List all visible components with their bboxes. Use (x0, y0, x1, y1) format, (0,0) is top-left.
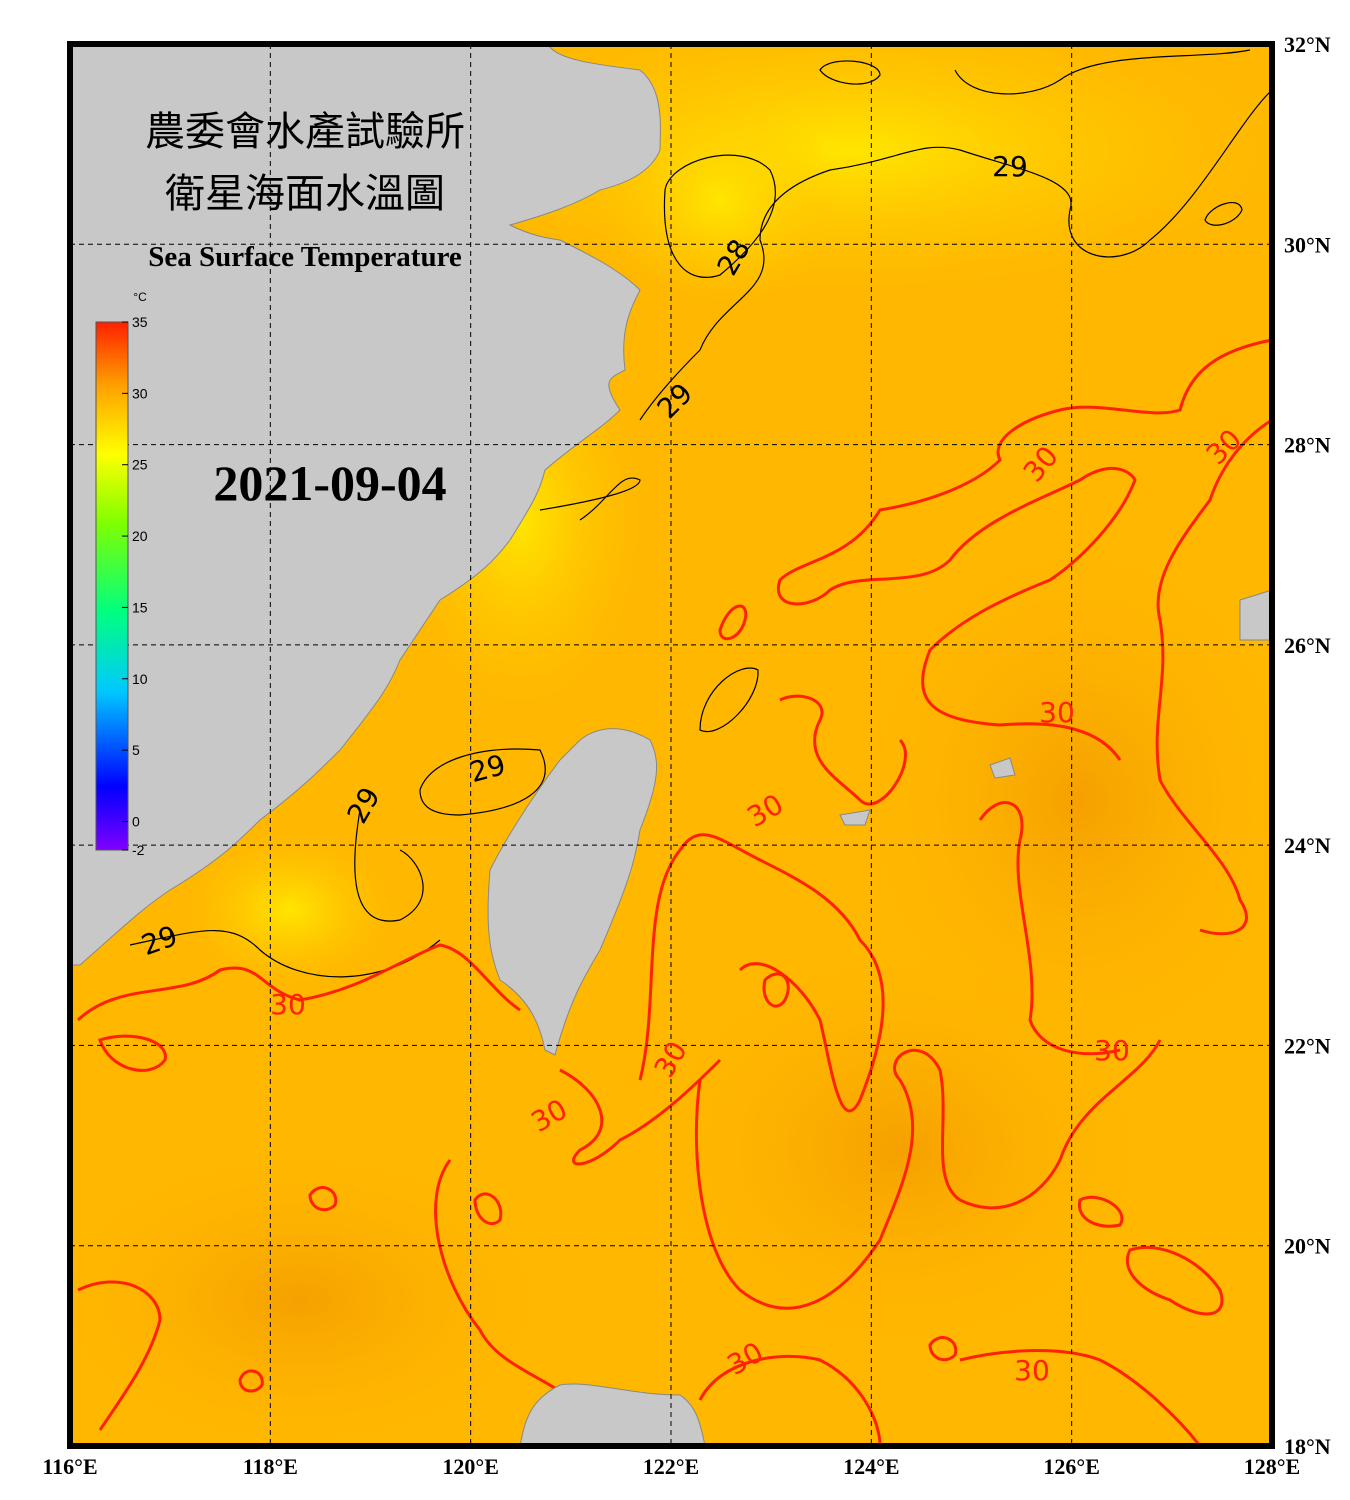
contour-label: 30 (1014, 1354, 1050, 1387)
contour-28 (663, 154, 776, 278)
colorbar-tick-label: 5 (132, 742, 140, 758)
colorbar-tick-label: -2 (132, 842, 145, 858)
contours-30 (76, 338, 1272, 1446)
lat-label: 22°N (1284, 1033, 1331, 1058)
colorbar-tick-label: 20 (132, 528, 148, 544)
contour-label: 29 (992, 150, 1028, 183)
contour-label: 30 (1039, 696, 1075, 729)
warm-patch (180, 830, 400, 990)
axis-labels: 116°E 118°E 120°E 122°E 124°E 126°E 128°E 32°N 3… (42, 32, 1330, 1479)
land (70, 44, 1272, 1446)
colorbar-unit: °C (133, 290, 147, 304)
lon-label: 120°E (442, 1454, 498, 1479)
colorbar-tick-label: 30 (132, 385, 148, 401)
lat-label: 28°N (1284, 433, 1331, 458)
colorbar-ticks: 35 30 25 20 15 10 5 0 -2 (122, 314, 148, 858)
contour-label: 30 (1094, 1034, 1130, 1067)
colorbar-tick-label: 35 (132, 314, 148, 330)
lat-label: 26°N (1284, 633, 1331, 658)
date: 2021-09-04 (213, 455, 446, 511)
colorbar (95, 321, 129, 851)
warm-patch (70, 1150, 550, 1446)
lon-label: 126°E (1043, 1454, 1099, 1479)
title-zh: 衛星海面水溫圖 (165, 171, 445, 217)
colorbar-tick-label: 15 (132, 599, 148, 615)
lon-label: 122°E (643, 1454, 699, 1479)
lon-label: 124°E (843, 1454, 899, 1479)
frame (67, 41, 1275, 1449)
lat-label: 30°N (1284, 232, 1331, 257)
graticule (70, 44, 1272, 1446)
lat-label: 24°N (1284, 833, 1331, 858)
lon-label: 116°E (42, 1454, 97, 1479)
colorbar-tick-label: 0 (132, 813, 140, 829)
lon-label: 118°E (243, 1454, 298, 1479)
contour-label: 30 (270, 988, 306, 1021)
lat-label: 18°N (1284, 1434, 1331, 1459)
warm-patch (650, 950, 1150, 1350)
warm-patch (860, 540, 1272, 1060)
lon-label: 128°E (1244, 1454, 1300, 1479)
lat-label: 32°N (1284, 32, 1331, 57)
colorbar-tick-label: 25 (132, 457, 148, 473)
colorbar-tick-label: 10 (132, 671, 148, 687)
title-zh: 農委會水產試驗所 (145, 109, 465, 155)
lat-label: 20°N (1284, 1234, 1331, 1259)
contours-29 (129, 49, 1272, 978)
title-en: Sea Surface Temperature (148, 241, 462, 273)
